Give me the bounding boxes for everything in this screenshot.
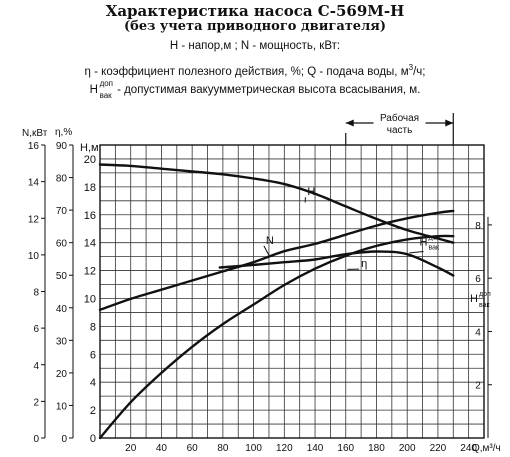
n-axis-tick-label: 0	[33, 434, 39, 445]
series-label-head: H	[307, 186, 315, 198]
legend-hvak-h: H	[89, 84, 98, 96]
h-axis-tick-label: 20	[84, 154, 96, 166]
n-axis-tick-label: 8	[33, 288, 39, 299]
x-tick-label: 180	[368, 443, 385, 454]
h-axis-tick-label: 2	[90, 405, 96, 417]
hvak-axis-label-sub: вак	[479, 302, 491, 309]
x-tick-label: 120	[276, 443, 293, 454]
n-axis-tick-label: 10	[28, 251, 40, 262]
h-axis-tick-label: 6	[90, 349, 96, 361]
x-tick-label: 20	[125, 443, 137, 454]
h-axis-tick-label: 4	[90, 377, 96, 389]
series-label-hvak-sub: вак	[428, 245, 440, 252]
eta-axis-tick-label: 90	[56, 141, 68, 152]
x-axis-label: Q,м³/ч	[472, 443, 501, 454]
n-axis-label: N,кВт	[22, 128, 48, 139]
h-axis-tick-label: 8	[90, 321, 96, 333]
hvak-axis-label-sup: доп	[479, 291, 491, 298]
series-suction-height-curve	[218, 250, 455, 277]
working-range-arrow-left	[345, 119, 354, 127]
series-label-efficiency: η	[361, 258, 367, 270]
eta-axis-tick-label: 10	[56, 401, 68, 412]
eta-axis-tick-label: 60	[56, 239, 68, 250]
hvak-axis-tick-label: 2	[475, 381, 481, 392]
x-tick-label: 60	[187, 443, 199, 454]
legend-line2-end: /ч;	[413, 65, 426, 78]
n-axis-tick-label: 4	[33, 361, 39, 372]
series-label-hvak-sup: доп	[428, 235, 440, 242]
n-axis-tick-label: 14	[28, 178, 40, 189]
series-label-hvak-h: H	[419, 237, 427, 249]
series-label-leader	[263, 245, 270, 256]
h-axis-label: Н,м	[80, 142, 99, 154]
h-axis-tick-label: 12	[84, 266, 96, 278]
series-label-power: N	[266, 235, 274, 247]
working-range-arrow-right	[445, 119, 454, 127]
hvak-axis-tick-label: 6	[475, 274, 481, 285]
h-axis-tick-label: 18	[84, 182, 96, 194]
x-tick-label: 240	[460, 443, 477, 454]
working-range-label-line2: часть	[387, 125, 413, 136]
x-tick-label: 40	[156, 443, 168, 454]
h-axis-tick-label: 14	[84, 238, 96, 250]
hvak-axis-label-h: H	[470, 293, 478, 305]
legend-line2-text: η - коэффициент полезного действия, %; Q…	[84, 65, 409, 78]
x-tick-label: 100	[245, 443, 262, 454]
eta-axis-tick-label: 30	[56, 336, 68, 347]
legend-line-efficiency-flow: η - коэффициент полезного действия, %; Q…	[0, 63, 510, 78]
plot-frame	[99, 144, 485, 439]
x-tick-label: 220	[430, 443, 447, 454]
eta-axis-tick-label: 20	[56, 369, 68, 380]
x-tick-label: 200	[399, 443, 416, 454]
n-axis-tick-label: 6	[33, 324, 39, 335]
n-axis-tick-label: 12	[28, 214, 40, 225]
series-head-curve	[98, 163, 455, 244]
series-efficiency-curve	[98, 234, 455, 440]
legend-line-head-power: H - напор,м ; N - мощность, кВт:	[169, 40, 341, 52]
working-range-label-line1: Рабочая	[380, 112, 419, 124]
series-power-curve	[98, 209, 455, 311]
eta-axis-tick-label: 80	[56, 174, 68, 185]
x-tick-label: 140	[307, 443, 324, 454]
x-tick-label: 160	[337, 443, 354, 454]
legend-line3-text: - допустимая вакуумметрическая высота вс…	[113, 84, 421, 96]
working-range-label-bg	[373, 110, 426, 136]
series-label-leader	[409, 251, 424, 254]
legend-hvak-sub: вак	[99, 91, 112, 100]
h-axis-tick-label: 0	[90, 433, 96, 445]
hvak-axis-tick-label: 8	[475, 221, 481, 232]
eta-axis-tick-label: 70	[56, 206, 68, 217]
eta-axis-tick-label: 50	[56, 271, 68, 282]
h-axis-tick-label: 10	[84, 293, 96, 305]
legend-hvak-sup: доп	[99, 79, 114, 88]
x-tick-label: 80	[217, 443, 229, 454]
eta-axis-tick-label: 0	[61, 434, 67, 445]
chart-title: Характеристика насоса С-569М-Н	[105, 2, 405, 20]
h-axis-tick-label: 16	[84, 210, 96, 222]
eta-axis-tick-label: 40	[56, 304, 68, 315]
eta-axis-label: η,%	[55, 127, 72, 138]
hvak-axis-tick-label: 4	[475, 327, 481, 338]
legend-line2-sup: 3	[408, 63, 414, 72]
n-axis-tick-label: 16	[28, 141, 40, 152]
n-axis-tick-label: 2	[33, 397, 39, 408]
chart-subtitle: (без учета приводного двигателя)	[124, 19, 386, 34]
